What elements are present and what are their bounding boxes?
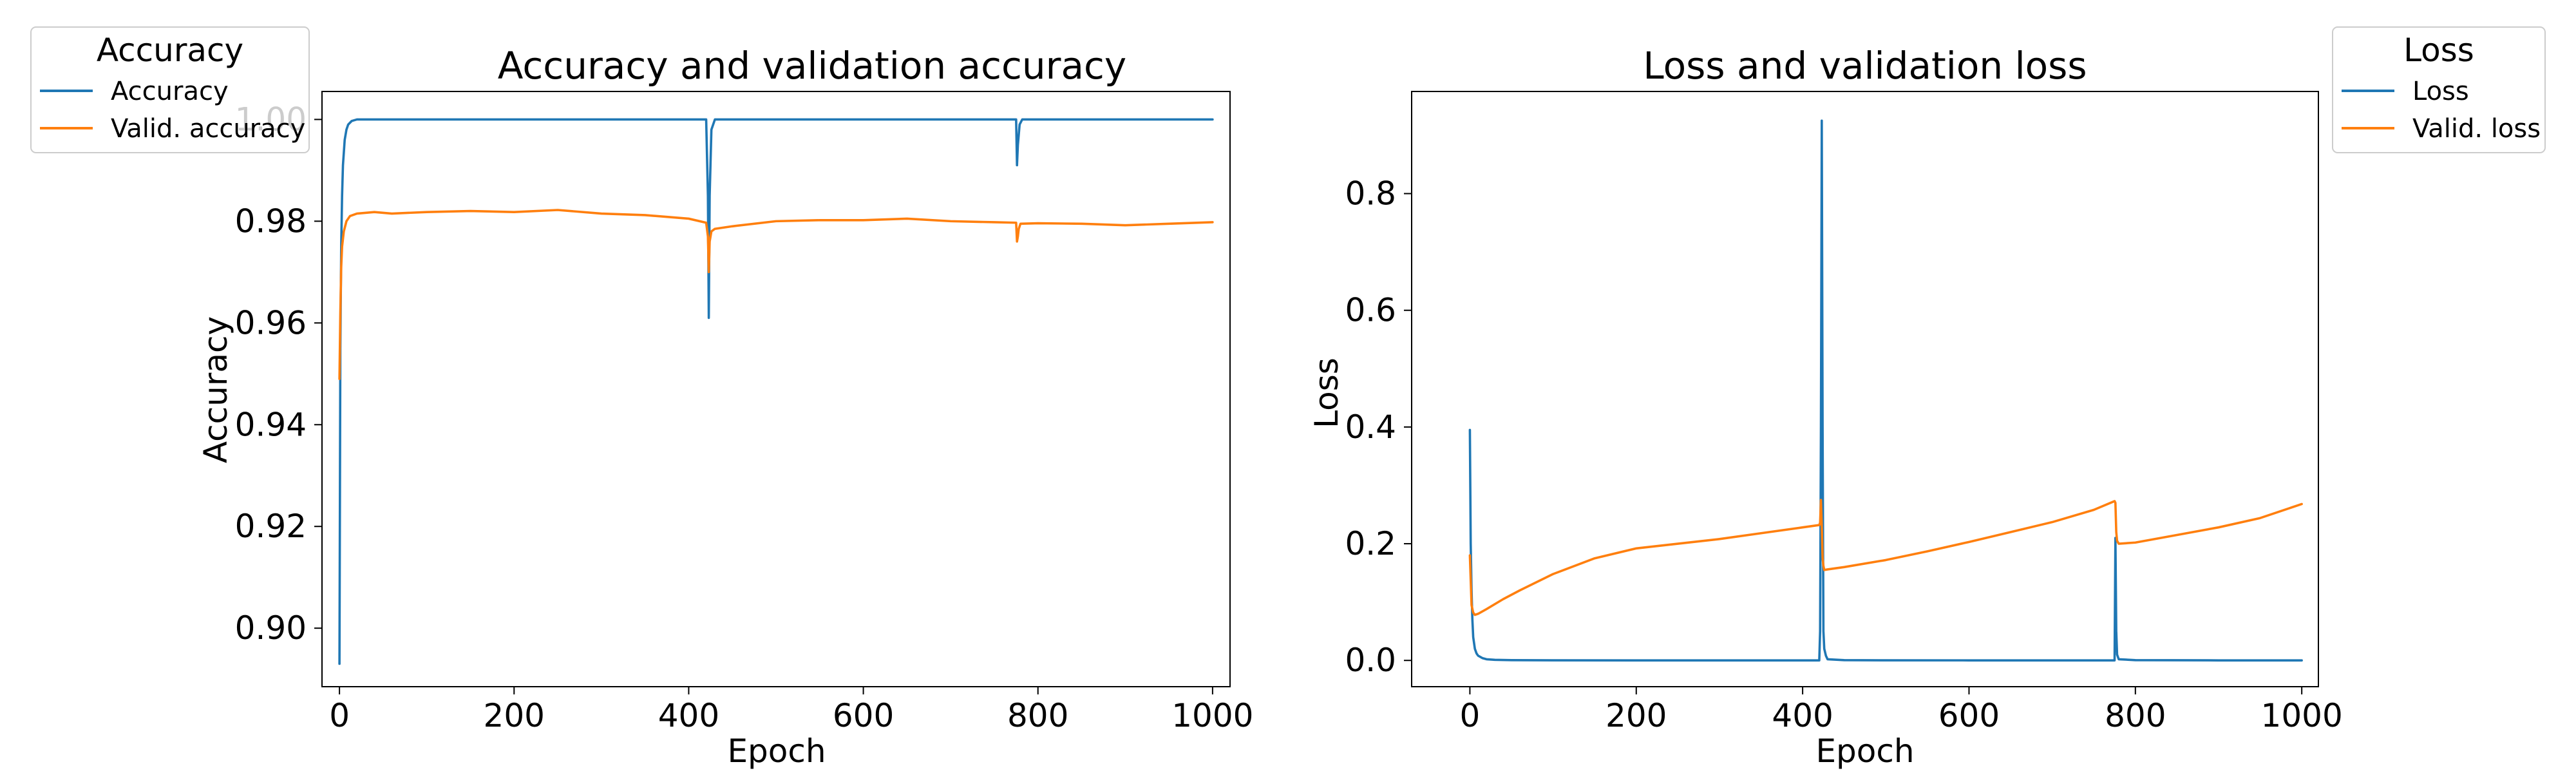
loss-series-train-line <box>1468 119 2303 662</box>
loss-axes-frame <box>1411 91 2319 687</box>
accuracy-legend: Accuracy Accuracy Valid. accuracy <box>30 26 310 153</box>
accuracy-chart-xlabel: Epoch <box>727 732 826 770</box>
accuracy-xtick-label: 0 <box>329 697 350 734</box>
accuracy-ytick-label: 0.94 <box>235 406 307 443</box>
accuracy-series-valid-line <box>338 209 1214 381</box>
accuracy-legend-title: Accuracy <box>97 32 243 69</box>
loss-ytick-label: 0.0 <box>1345 642 1396 679</box>
accuracy-xtick-label: 400 <box>658 697 719 734</box>
accuracy-ytick-label: 0.98 <box>235 202 307 240</box>
accuracy-legend-label-accuracy: Accuracy <box>111 77 229 106</box>
loss-series-valid-line <box>1468 499 2303 616</box>
loss-xtick-label: 200 <box>1605 697 1667 734</box>
loss-chart-labels: Loss and validation loss Epoch Loss <box>1308 44 2087 770</box>
accuracy-chart-title: Accuracy and validation accuracy <box>498 44 1126 88</box>
accuracy-xtick-label: 1000 <box>1171 697 1253 734</box>
accuracy-legend-label-valid: Valid. accuracy <box>111 114 305 144</box>
loss-chart-xlabel: Epoch <box>1815 732 1914 770</box>
loss-legend: Loss Loss Valid. loss <box>2332 26 2546 153</box>
accuracy-plot: 020040060080010000.900.920.940.960.981.0… <box>235 91 1254 734</box>
loss-ytick-label: 0.8 <box>1345 175 1396 213</box>
accuracy-ytick-label: 0.90 <box>235 609 307 647</box>
accuracy-ytick-label: 0.92 <box>235 508 307 545</box>
accuracy-xtick-label: 200 <box>484 697 545 734</box>
accuracy-xtick-label: 600 <box>833 697 894 734</box>
loss-legend-title: Loss <box>2403 32 2474 69</box>
loss-xtick-label: 800 <box>2105 697 2166 734</box>
accuracy-series-train-line <box>338 118 1214 665</box>
accuracy-ytick-label: 0.96 <box>235 304 307 341</box>
loss-xtick-label: 600 <box>1938 697 2000 734</box>
loss-chart-ylabel: Loss <box>1308 358 1345 428</box>
accuracy-chart-labels: Accuracy and validation accuracy Epoch A… <box>197 44 1126 770</box>
loss-plot: 0 200 400 600 800 1000 0.0 0.2 0.4 0.6 0.8 <box>1345 91 2343 734</box>
plots-layer: 020040060080010000.900.920.940.960.981.0… <box>235 91 2343 734</box>
loss-legend-label-loss: Loss <box>2412 77 2469 106</box>
accuracy-legend-frame <box>30 26 310 153</box>
loss-ytick-label: 0.4 <box>1345 408 1396 446</box>
accuracy-xtick-label: 800 <box>1007 697 1068 734</box>
loss-legend-label-valid: Valid. loss <box>2412 114 2541 144</box>
accuracy-axes-frame <box>321 91 1231 687</box>
loss-legend-frame <box>2332 26 2546 153</box>
loss-xtick-label: 400 <box>1772 697 1833 734</box>
loss-xtick-label: 0 <box>1460 697 1481 734</box>
loss-ytick-label: 0.2 <box>1345 525 1396 562</box>
loss-chart-title: Loss and validation loss <box>1643 44 2087 88</box>
accuracy-chart-ylabel: Accuracy <box>197 316 234 463</box>
loss-ytick-label: 0.6 <box>1345 292 1396 329</box>
loss-xtick-label: 1000 <box>2261 697 2343 734</box>
